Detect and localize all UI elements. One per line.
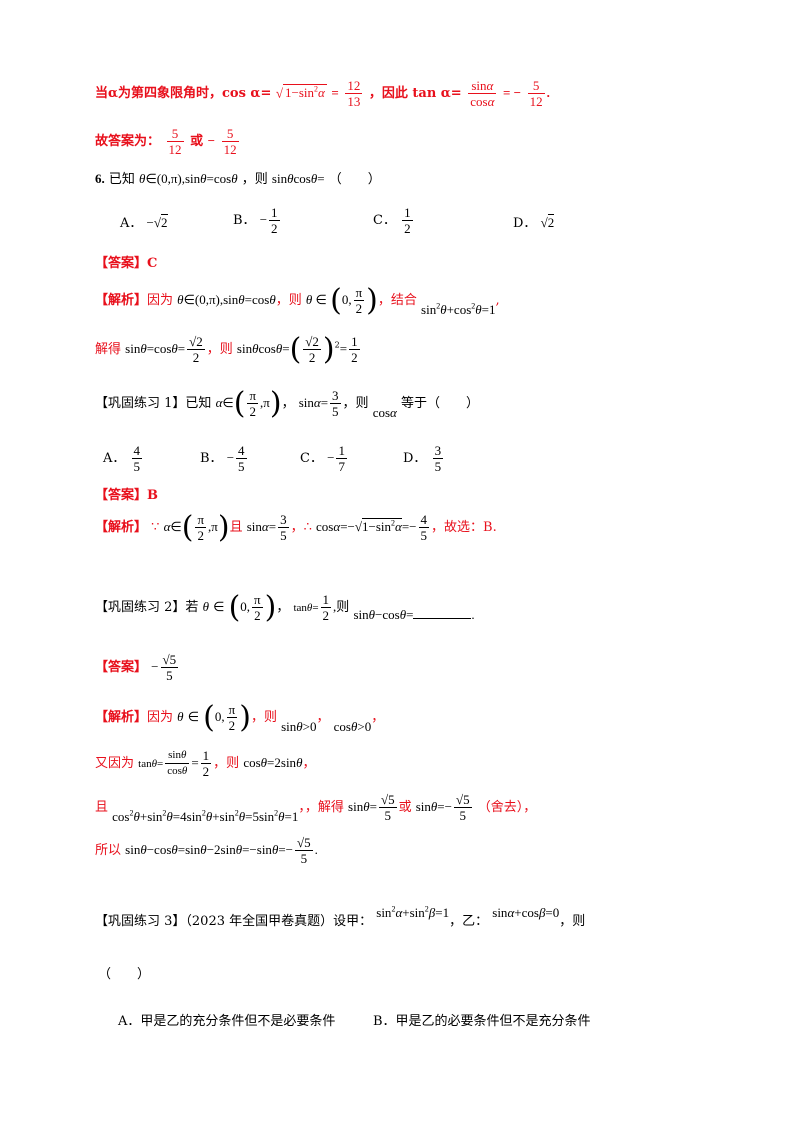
answer-blank[interactable] — [413, 606, 472, 619]
label: 【解析】 — [95, 293, 148, 308]
question-6: 6. 已知 θ∈(0,π),sinθ=cosθ ，则 sinθcosθ= （ ） — [95, 171, 381, 187]
fraction: 12 13 — [345, 78, 363, 109]
label: 【巩固练习 1】 — [95, 396, 186, 411]
text: ，则 — [206, 342, 233, 357]
analysis-6-cont: 解得 sinθ=cosθ= √2 2 ，则 sinθcosθ=(√2 2)2= 1 2 — [95, 331, 360, 367]
q6-option-a: A． −√2 — [120, 214, 168, 231]
text: ，结合 — [377, 293, 417, 308]
analysis-6: 【解析】因为 θ∈(0,π),sinθ=cosθ，则 θ ∈ (0, π 2)，结合… — [95, 282, 500, 318]
text: 或 — [398, 800, 412, 815]
text: 且 — [95, 800, 109, 815]
analysis-2-cont3: 所以 sinθ−cosθ=sinθ−2sinθ=−sinθ=− √5 5. — [95, 835, 318, 866]
text: 故答案为： — [95, 134, 161, 149]
text: ，则 — [559, 914, 586, 929]
text: 等于（ ） — [401, 396, 480, 411]
text: 因为 — [147, 293, 174, 308]
text: 且 — [229, 520, 243, 535]
question-number: 6. — [95, 171, 105, 186]
text: D． — [513, 216, 537, 231]
text: ，则 — [241, 172, 268, 187]
p1-option-b: B． −4 5 — [200, 443, 247, 474]
text: A． — [120, 216, 143, 231]
text: 已知 — [185, 396, 212, 411]
label: 【答案】 — [95, 660, 148, 675]
text: 因为 — [147, 710, 174, 725]
text: B． — [233, 213, 256, 228]
text: ，解得 — [304, 800, 344, 815]
q6-option-d: D． √2 — [513, 214, 555, 231]
practice-1: 【巩固练习 1】已知 α∈(π 2 ,π)， sinα= 3 5 ，则 cosα 等于（ … — [95, 385, 480, 421]
answer-2: 【答案】 − √5 5 — [95, 652, 179, 683]
text: 已知 — [108, 172, 135, 187]
label: 【解析】 — [95, 520, 148, 535]
text: A． — [103, 451, 126, 466]
fraction: 5 12 — [527, 78, 545, 109]
q6-option-b: B． −1 2 — [233, 205, 280, 236]
text: C． — [300, 451, 323, 466]
text: 又因为 — [95, 756, 135, 771]
answer-line-final: 故答案为： 5 12 或 − 5 12 — [95, 126, 239, 157]
p1-option-c: C． −1 7 — [300, 443, 347, 474]
text: ，则 — [213, 756, 240, 771]
text: 解得 — [95, 342, 122, 357]
answer-1: 【答案】B — [95, 488, 158, 503]
label: 【巩固练习 2】 — [95, 600, 186, 615]
practice-2: 【巩固练习 2】若 θ ∈ (0, π 2)， tanθ= 1 2 ,则 sinθ−cos… — [95, 589, 475, 625]
label: 【解析】 — [95, 710, 148, 725]
text: ，乙： — [449, 914, 489, 929]
fraction: sinα cosα — [468, 78, 497, 109]
p3-option-b: B．甲是乙的必要条件但不是充分条件 — [373, 1014, 591, 1029]
text: 或 — [190, 134, 204, 149]
math-sqrt: √ 1−sin2α — [275, 84, 327, 100]
text: 当α为第四象限角时，cos α= — [95, 86, 272, 101]
answer-6: 【答案】C — [95, 256, 158, 271]
text: ，则 — [250, 710, 277, 725]
text: 则 — [336, 600, 350, 615]
analysis-2: 【解析】因为 θ ∈ (0, π 2)，则 sinθ>0， cosθ>0， — [95, 699, 385, 735]
practice-3: 【巩固练习 3】（2023 年全国甲卷真题）设甲： sin2α+sin2β=1，… — [95, 904, 586, 929]
text: ，因此 tan α= — [368, 86, 462, 101]
text: ，则 — [342, 396, 369, 411]
text: ，故选：B. — [431, 520, 497, 535]
analysis-1: 【解析】 ∵ α∈(π 2 ,π)且 sinα= 3 5 ，∴ cosα=−√1−sin2… — [95, 509, 497, 545]
analysis-2-cont: 又因为 tanθ= sinθ cosθ = 1 2 ，则 cosθ=2sinθ， — [95, 748, 316, 779]
answer-line-cos: 当α为第四象限角时，cos α= √ 1−sin2α = 12 13 ，因此 tan… — [95, 78, 550, 109]
text: ，则 — [275, 293, 302, 308]
analysis-2-cont2: 且 cos2θ+sin2θ=4sin2θ+sin2θ=5sin2θ=1，，解得 … — [95, 792, 537, 824]
label: 【巩固练习 3】 — [95, 914, 186, 929]
p3-option-a: A．甲是乙的充分条件但不是必要条件 — [118, 1014, 336, 1029]
text: 所以 — [95, 843, 122, 858]
text: （ ） — [328, 172, 381, 187]
text: 若 — [185, 600, 199, 615]
text: C． — [373, 213, 396, 228]
text: （2023 年全国甲卷真题）设甲： — [185, 914, 373, 929]
text: B． — [200, 451, 223, 466]
practice-3-paren: （ ） — [98, 967, 151, 982]
text: D． — [403, 451, 427, 466]
text: （舍去）， — [477, 800, 537, 815]
